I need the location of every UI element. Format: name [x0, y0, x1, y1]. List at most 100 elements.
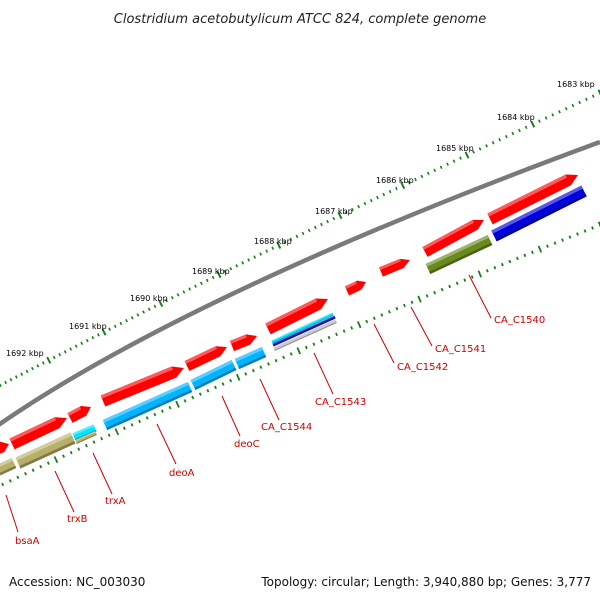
cds-forward — [229, 334, 257, 352]
feature-tick — [380, 313, 384, 317]
ruler-minor-tick — [511, 131, 515, 136]
feature-tick — [31, 468, 35, 472]
ruler-minor-tick — [295, 234, 299, 239]
feature-tick — [8, 479, 12, 483]
cds-forward-highlight — [184, 346, 218, 364]
feature-tick — [403, 303, 406, 308]
ruler-major-tick — [216, 270, 222, 279]
leader-line — [259, 378, 280, 421]
gene-label-ca-c1540[interactable]: CA_C1540 — [494, 315, 545, 326]
gene-label-deoc[interactable]: deoC — [234, 439, 260, 450]
feature-tick — [114, 428, 120, 436]
feature-tick — [531, 250, 534, 255]
cds-forward — [487, 174, 578, 225]
gene-label-ca-c1541[interactable]: CA_C1541 — [435, 344, 486, 355]
ruler-major-tick — [101, 328, 107, 336]
rna-grey-body — [273, 319, 337, 351]
ruler-minor-tick — [194, 284, 197, 288]
leader-line — [468, 274, 492, 319]
ruler-minor-tick — [9, 378, 13, 382]
feature-tick — [356, 321, 362, 329]
feature-tick — [122, 426, 126, 431]
ruler-minor-tick — [578, 100, 582, 105]
feature-tick — [267, 362, 270, 366]
feature-tick — [523, 253, 527, 258]
gene-cyan-highlight — [102, 381, 190, 423]
ruler-label: 1691 kbp — [69, 322, 107, 331]
ruler-minor-tick — [91, 336, 95, 340]
gene-khaki-highlight — [75, 431, 96, 442]
gene-khaki-shadow — [0, 465, 17, 476]
ruler-minor-tick — [199, 281, 203, 285]
ruler-minor-tick — [452, 159, 456, 163]
feature-tick — [130, 423, 134, 427]
gene-label-deoa[interactable]: deoA — [169, 468, 195, 479]
feature-tick — [46, 461, 50, 465]
gene-khaki — [15, 432, 76, 469]
ruler-minor-tick — [344, 210, 348, 215]
rna-cyan-highlight — [72, 424, 95, 436]
feature-tick — [175, 400, 180, 408]
feature-tick — [410, 300, 414, 304]
ruler-labels: 1683 kbp 1684 kbp 1685 kbp 1686 kbp 1687… — [6, 80, 595, 358]
feature-tick — [455, 281, 459, 286]
feature-tick — [282, 355, 286, 360]
feature-tick — [92, 440, 96, 444]
feature-tick — [493, 265, 497, 270]
feature-tick-track — [1, 221, 600, 487]
feature-tick — [289, 352, 293, 356]
ruler-minor-tick — [591, 94, 595, 98]
rna-grey — [273, 319, 337, 351]
cds-forward-body — [100, 366, 184, 407]
leader-line — [373, 323, 395, 364]
ruler-label: 1689 kbp — [192, 267, 230, 276]
leader-line — [221, 395, 241, 437]
gene-label-ca-c1544[interactable]: CA_C1544 — [261, 422, 312, 433]
gene-label-ca-c1542[interactable]: CA_C1542 — [397, 362, 448, 373]
ruler-minor-tick — [63, 350, 67, 354]
cds-forward-body — [0, 441, 9, 454]
cds-forward — [100, 366, 184, 407]
ruler-label: 1687 kbp — [315, 207, 353, 216]
ruler-minor-tick — [4, 380, 8, 385]
feature-tick — [583, 229, 587, 233]
ruler-major-tick — [464, 151, 470, 159]
feature-tick — [62, 454, 66, 458]
feature-tick — [259, 365, 263, 370]
gene-label-ca-c1543[interactable]: CA_C1543 — [315, 397, 366, 408]
feature-tick — [350, 326, 354, 330]
ruler-minor-tick — [585, 97, 588, 101]
cds-forward-highlight — [344, 281, 357, 290]
feature-tick — [433, 291, 437, 295]
ruler-label: 1686 kbp — [376, 176, 414, 185]
ruler-minor-tick — [395, 186, 398, 191]
gene-label-bsaa[interactable]: bsaA — [15, 536, 40, 547]
feature-tick — [138, 419, 142, 424]
feature-tick — [470, 275, 474, 279]
feature-tick — [235, 373, 241, 381]
feature-tick — [537, 245, 543, 253]
ruler-minor-tick — [211, 275, 215, 280]
ruler-minor-tick — [388, 189, 392, 194]
ruler-minor-tick — [491, 141, 495, 145]
feature-tick — [372, 316, 376, 320]
rna-blue-shadow — [273, 317, 336, 347]
feature-tick — [463, 278, 467, 282]
gene-khaki-highlight — [0, 458, 13, 467]
gene-label-trxa[interactable]: trxA — [105, 496, 126, 507]
rna-cyan — [271, 312, 334, 344]
ruler-minor-tick — [420, 174, 424, 179]
ruler-minor-tick — [265, 249, 269, 253]
ruler-minor-tick — [0, 383, 2, 387]
ruler-major-tick — [530, 120, 536, 128]
ruler-minor-tick — [74, 344, 78, 348]
gene-cyan-highlight — [190, 360, 233, 383]
ruler-minor-tick — [551, 113, 555, 117]
cds-forward-body — [422, 219, 484, 257]
map-title: Clostridium acetobutylicum ATCC 824, com… — [114, 12, 486, 27]
feature-tick — [183, 399, 187, 403]
feature-tick — [24, 472, 27, 476]
ruler-minor-tick — [332, 216, 336, 221]
ruler-minor-tick — [119, 321, 123, 326]
gene-label-trxb[interactable]: trxB — [67, 514, 88, 525]
